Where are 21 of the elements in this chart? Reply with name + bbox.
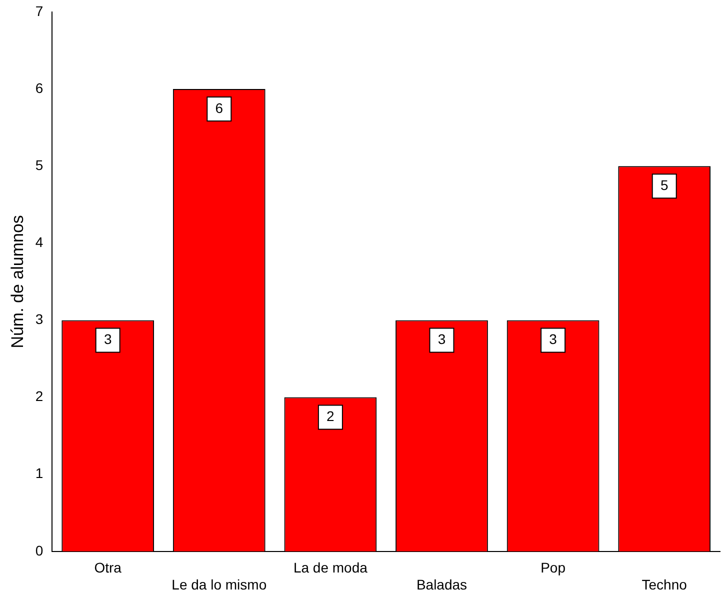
x-tick-label: Pop (540, 560, 566, 576)
x-tick-label: Le da lo mismo (172, 576, 267, 592)
data-label: 2 (326, 408, 335, 424)
y-tick-label: 4 (35, 234, 44, 250)
data-label: 3 (549, 331, 558, 348)
y-tick-label: 6 (35, 80, 44, 96)
data-label: 3 (438, 331, 446, 348)
y-tick-label: 5 (35, 156, 44, 173)
data-label: 5 (660, 176, 668, 193)
data-label: 6 (215, 100, 224, 116)
y-axis-title: Núm. de alumnos (8, 215, 27, 348)
y-tick-label: 3 (35, 311, 44, 328)
y-tick-label: 0 (35, 542, 44, 558)
y-tick-label: 2 (35, 388, 44, 404)
y-tick-label: 1 (35, 465, 44, 482)
x-tick-label: La de moda (293, 560, 368, 576)
x-tick-label: Otra (94, 560, 122, 576)
x-tick-label: Techno (642, 576, 688, 592)
y-tick-label: 7 (35, 2, 44, 19)
x-tick-label: Baladas (416, 576, 468, 592)
data-label: 3 (104, 331, 112, 348)
